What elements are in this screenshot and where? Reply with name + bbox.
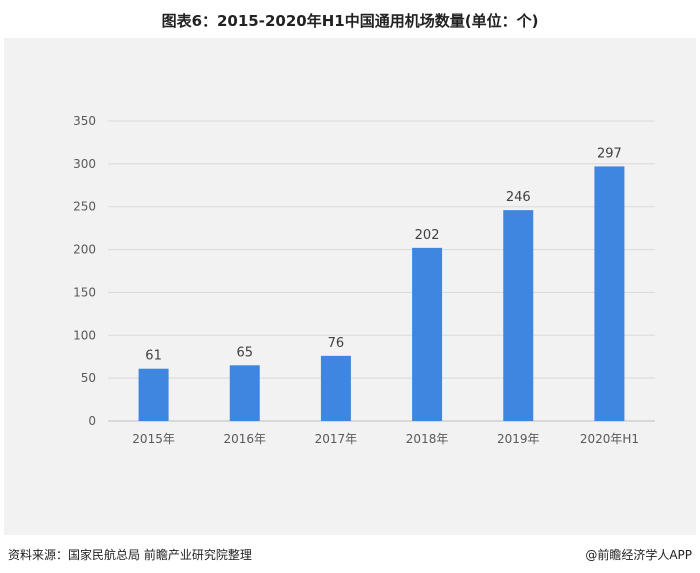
bar	[503, 210, 534, 421]
x-tick-label: 2020年H1	[580, 432, 639, 446]
x-tick-label: 2019年	[497, 432, 540, 446]
data-label: 65	[236, 345, 253, 360]
bar-chart: 0 50 100 150 200 250 300 350 61 2015年 65 2016年 76 201…	[73, 114, 655, 446]
bar	[412, 247, 443, 421]
y-tick-label: 350	[73, 114, 96, 128]
bar	[594, 166, 625, 421]
y-tick-label: 100	[73, 328, 96, 342]
x-tick-label: 2015年	[132, 432, 175, 446]
data-label: 246	[506, 190, 531, 205]
y-tick-label: 50	[81, 371, 96, 385]
data-label: 61	[145, 349, 162, 364]
brand-credit: @前瞻经济学人APP	[585, 548, 692, 562]
y-tick-label: 250	[73, 200, 96, 214]
x-tick-label: 2018年	[406, 432, 449, 446]
x-tick-label: 2017年	[315, 432, 358, 446]
y-tick-label: 150	[73, 285, 96, 299]
y-tick-label: 300	[73, 157, 96, 171]
data-label: 297	[597, 146, 622, 161]
plot-panel: 0 50 100 150 200 250 300 350 61 2015年 65 2016年 76 201…	[4, 38, 696, 535]
data-label: 202	[415, 228, 440, 243]
bar	[138, 368, 169, 421]
data-label: 76	[328, 336, 345, 351]
y-tick-label: 0	[88, 414, 96, 428]
chart-title: 图表6：2015-2020年H1中国通用机场数量(单位：个)	[161, 12, 539, 30]
x-tick-label: 2016年	[223, 432, 266, 446]
y-tick-label: 200	[73, 243, 96, 257]
bar	[320, 355, 351, 421]
bar	[229, 365, 260, 421]
source-note: 资料来源：国家民航总局 前瞻产业研究院整理	[8, 548, 252, 562]
